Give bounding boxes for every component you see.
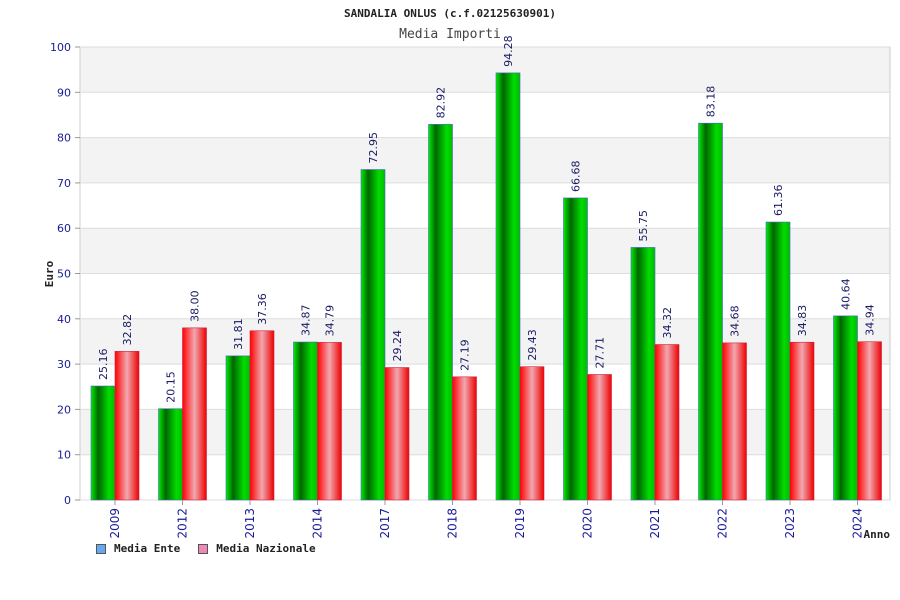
x-tick-label: 2020	[581, 508, 595, 539]
y-tick-label: 10	[57, 449, 71, 462]
plot-band	[80, 228, 890, 274]
bar-nazionale-2009	[114, 351, 140, 501]
chart-title: SANDALIA ONLUS (c.f.02125630901)	[344, 7, 556, 20]
bar-ente-2022	[698, 122, 723, 501]
data-label: 72.95	[367, 132, 380, 164]
legend-label-nazionale: Media Nazionale	[216, 542, 316, 555]
y-tick-label: 50	[57, 268, 71, 281]
data-label: 34.79	[324, 305, 337, 337]
data-label: 83.18	[705, 86, 718, 118]
legend-label-ente: Media Ente	[114, 542, 181, 555]
data-label: 32.82	[121, 314, 134, 346]
x-tick-label: 2018	[446, 508, 460, 539]
legend-swatch-nazionale	[198, 543, 209, 554]
y-tick-label: 70	[57, 177, 71, 190]
x-tick-label: 2024	[851, 508, 865, 539]
plot-bands	[80, 47, 890, 455]
y-tick-label: 60	[57, 222, 71, 235]
y-tick-label: 90	[57, 86, 71, 99]
y-tick-label: 20	[57, 403, 71, 416]
x-tick-label: 2012	[176, 508, 190, 539]
data-label: 27.71	[594, 337, 607, 369]
data-label: 34.83	[796, 305, 809, 337]
bar-ente-2024	[833, 315, 858, 501]
data-label: 31.81	[232, 318, 245, 350]
y-tick-label: 40	[57, 313, 71, 326]
data-label: 37.36	[256, 293, 269, 325]
data-label: 94.28	[502, 35, 515, 67]
data-label: 82.92	[435, 87, 448, 119]
plot-band	[80, 47, 890, 93]
legend: Media Ente Media Nazionale	[96, 542, 316, 555]
bar-nazionale-2019	[519, 366, 545, 501]
bar-ente-2019	[495, 72, 521, 501]
data-label: 34.94	[864, 304, 877, 336]
data-label: 29.24	[391, 330, 404, 362]
plot-band	[80, 318, 890, 365]
x-tick-label: 2017	[378, 508, 392, 539]
bar-nazionale-2013	[249, 330, 275, 501]
data-label: 55.75	[637, 210, 650, 242]
data-labels: 25.16 32.82 20.15 38.00 31.81 37.36 34.87 34.79…	[97, 35, 877, 402]
plot-band	[80, 137, 890, 183]
bar-ente-2012	[158, 408, 183, 501]
x-tick-label: 2022	[716, 508, 730, 539]
y-tick-label: 0	[64, 494, 71, 507]
x-tick-label: 2021	[648, 508, 662, 539]
x-tick-label: 2013	[243, 508, 257, 539]
data-label: 20.15	[165, 371, 178, 403]
bar-nazionale-2023	[789, 341, 815, 501]
bar-ente-2023	[765, 221, 791, 501]
data-label: 38.00	[189, 290, 202, 322]
data-label: 40.64	[840, 278, 853, 310]
plot-band	[80, 409, 890, 455]
bar-nazionale-2024	[857, 341, 882, 501]
y-axis-ticks: 0 10 20 30 40 50 60 70 80 90 100	[50, 41, 80, 507]
data-label: 34.68	[729, 305, 742, 337]
bar-ente-2017	[360, 169, 386, 501]
bar-nazionale-2017	[384, 367, 410, 501]
data-label: 34.32	[661, 307, 674, 339]
legend-item-nazionale: Media Nazionale	[198, 542, 316, 555]
chart-subtitle: Media Importi	[399, 27, 501, 42]
bar-ente-2018	[428, 124, 453, 501]
x-axis-ticks: 2009 2012 2013 2014 2017 2018 2019 2020 2021 2022…	[108, 500, 865, 539]
y-tick-label: 30	[57, 358, 71, 371]
y-tick-label: 100	[50, 41, 71, 54]
legend-item-ente: Media Ente	[96, 542, 180, 555]
data-label: 27.19	[459, 339, 472, 371]
bars	[90, 72, 882, 501]
bar-nazionale-2020	[587, 374, 612, 501]
bar-nazionale-2018	[452, 376, 477, 501]
bar-ente-2009	[90, 385, 116, 501]
data-label: 34.87	[300, 305, 313, 337]
x-tick-label: 2023	[783, 508, 797, 539]
grid-lines	[79, 46, 891, 501]
data-label: 25.16	[97, 349, 110, 381]
bar-ente-2021	[630, 247, 656, 501]
x-tick-label: 2019	[513, 508, 527, 539]
y-axis-label: Euro	[43, 260, 56, 287]
data-label: 61.36	[772, 185, 785, 217]
data-label: 29.43	[526, 329, 539, 361]
x-tick-label: 2009	[108, 508, 122, 539]
bar-ente-2014	[293, 341, 318, 501]
x-axis-label: Anno	[864, 528, 891, 541]
bar-nazionale-2022	[722, 342, 747, 501]
legend-swatch-ente	[96, 543, 106, 554]
data-label: 66.68	[570, 160, 583, 192]
bar-nazionale-2021	[654, 344, 680, 501]
bar-nazionale-2012	[182, 327, 207, 501]
y-tick-label: 80	[57, 132, 71, 145]
bar-ente-2020	[563, 197, 588, 501]
x-tick-label: 2014	[311, 508, 325, 539]
bar-ente-2013	[225, 355, 251, 501]
bar-nazionale-2014	[317, 342, 342, 501]
